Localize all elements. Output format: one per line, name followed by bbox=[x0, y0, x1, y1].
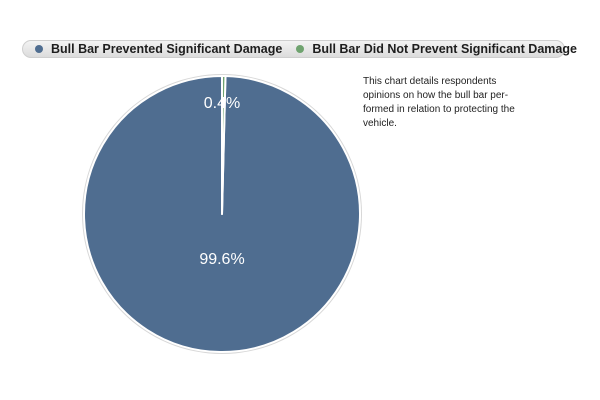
legend-swatch-not-prevented bbox=[296, 45, 305, 53]
chart-legend: Bull Bar Prevented Significant Damage Bu… bbox=[22, 40, 577, 58]
legend-swatch-prevented bbox=[35, 45, 43, 53]
legend-label-not-prevented: Bull Bar Did Not Prevent Significant Dam… bbox=[312, 42, 577, 56]
legend-label-prevented: Bull Bar Prevented Significant Damage bbox=[51, 42, 283, 56]
legend-item-prevented: Bull Bar Prevented Significant Damage bbox=[35, 42, 282, 56]
pie-slice-not-prevented bbox=[221, 75, 227, 215]
chart-annotation: This chart details respondents opinions … bbox=[363, 76, 515, 129]
data-label-not-prevented: 0.4% bbox=[204, 95, 240, 112]
legend-item-not-prevented: Bull Bar Did Not Prevent Significant Dam… bbox=[296, 42, 577, 56]
pie-slices bbox=[83, 75, 361, 353]
data-label-prevented: 99.6% bbox=[199, 251, 244, 268]
